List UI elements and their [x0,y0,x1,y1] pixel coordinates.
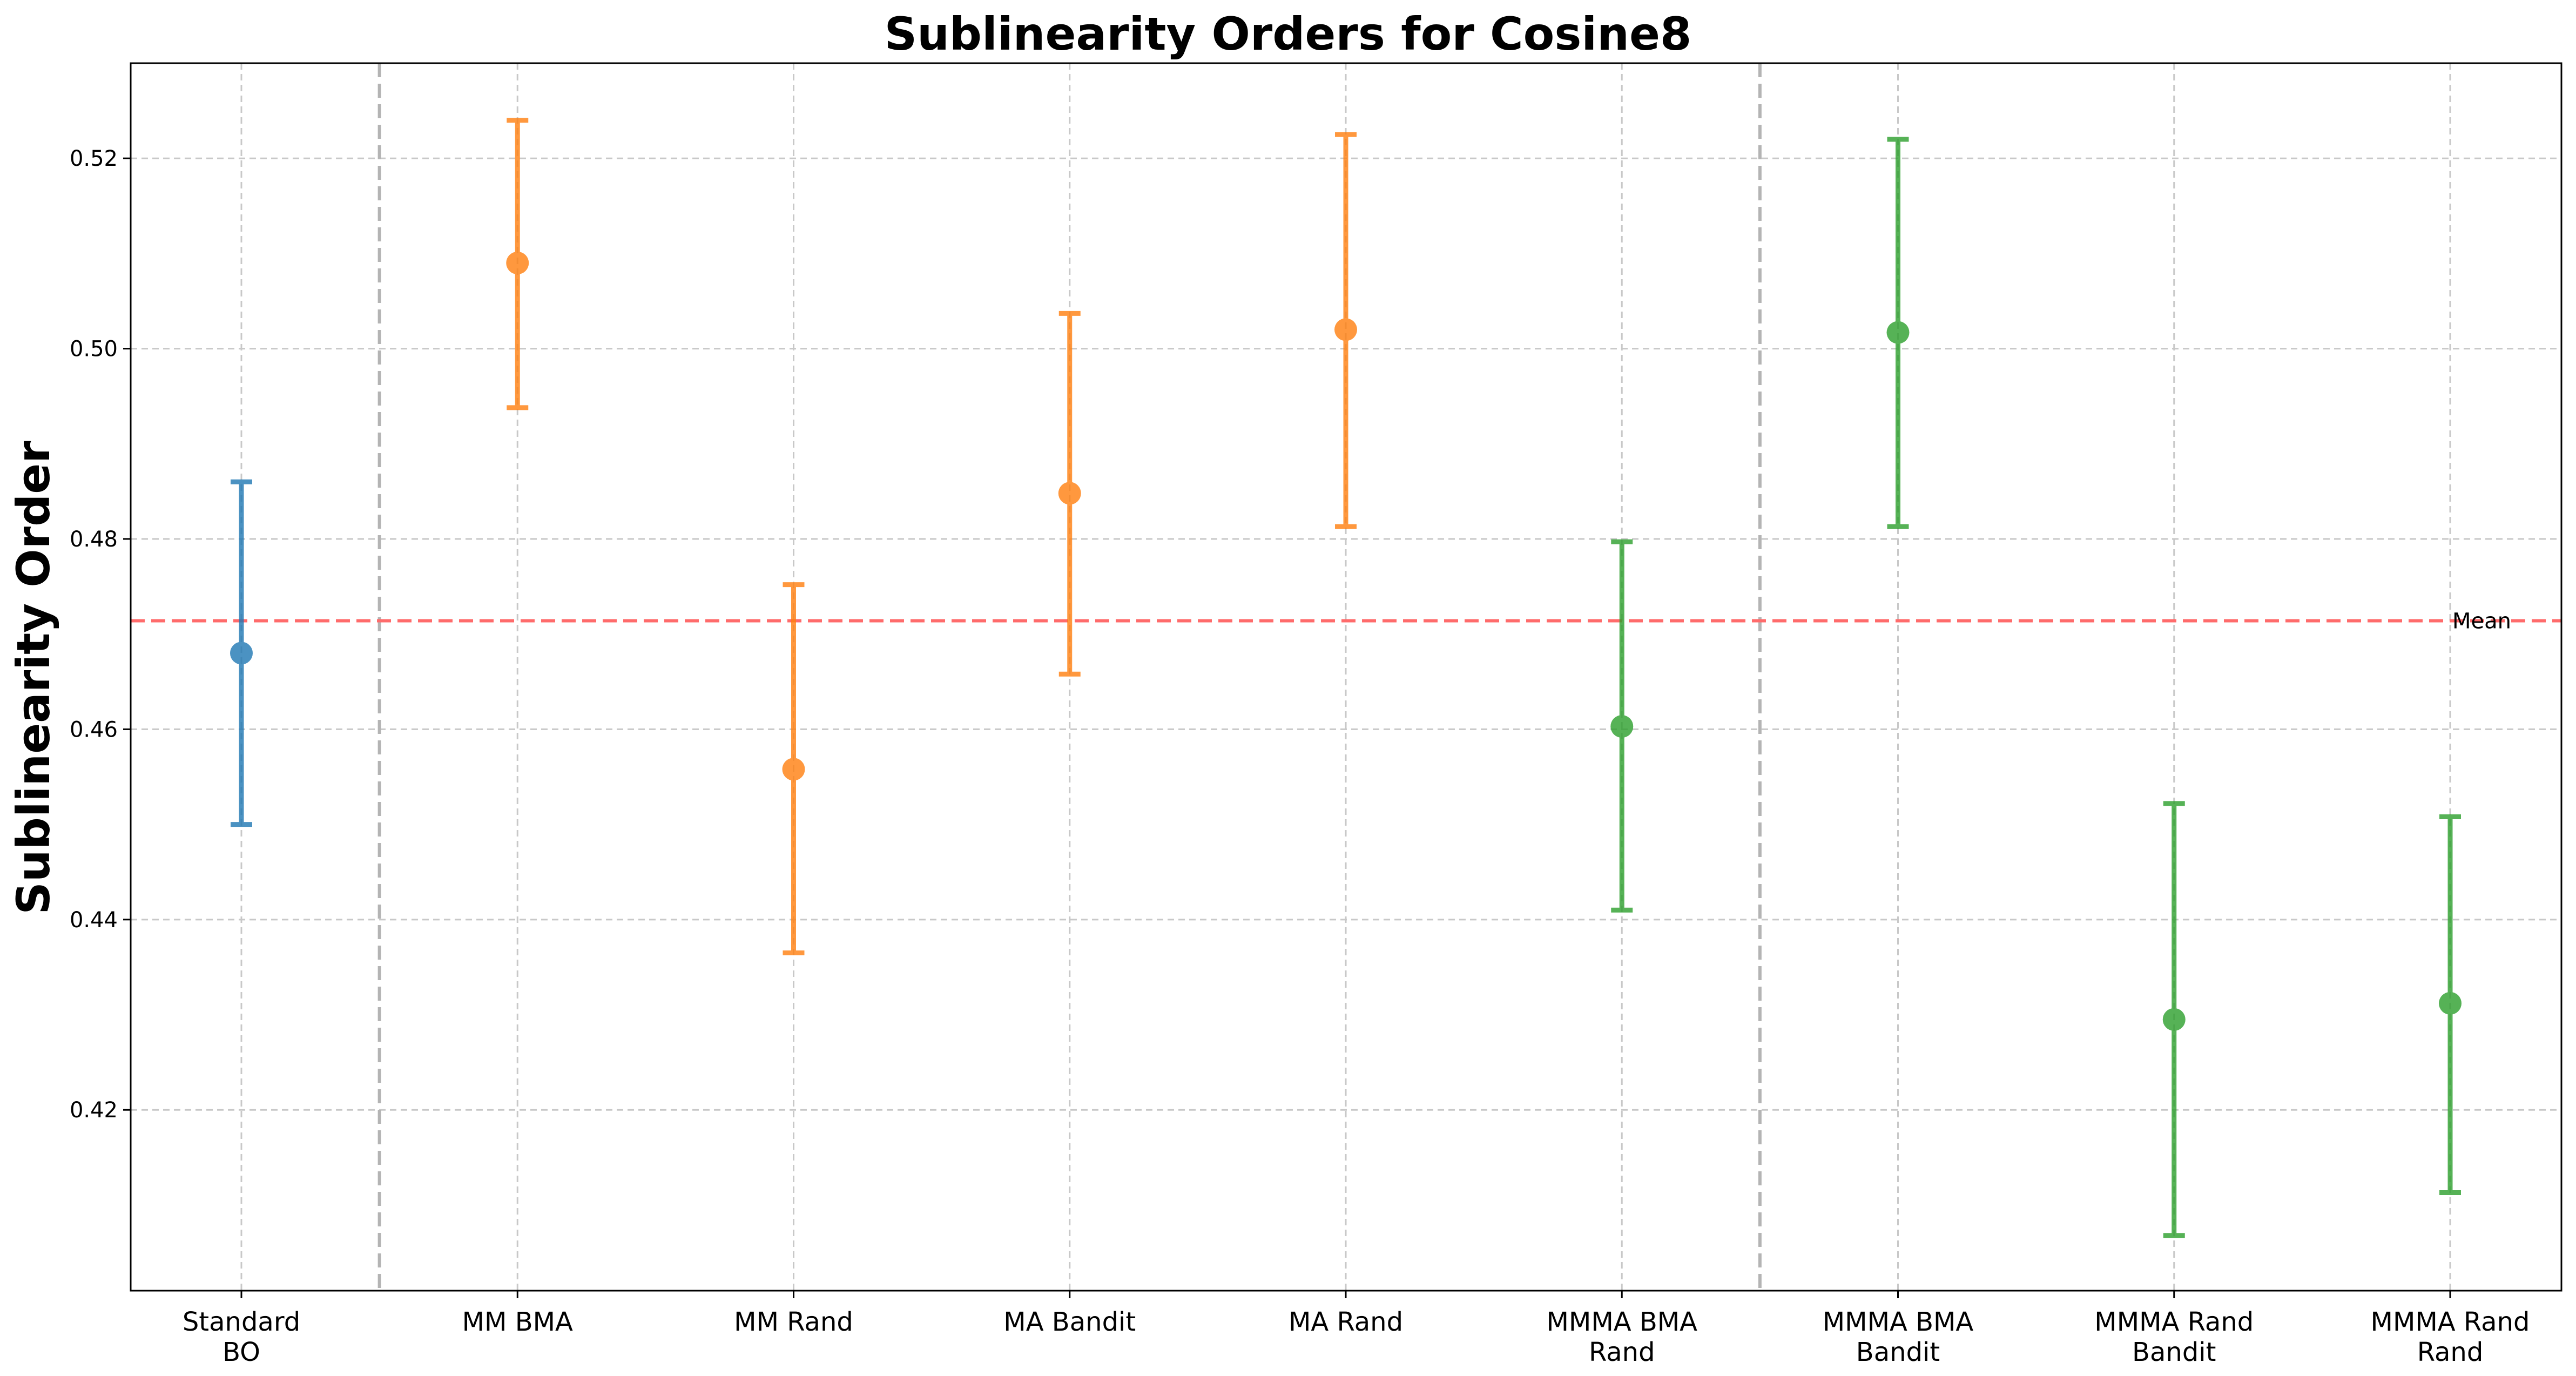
data-point [782,758,805,781]
y-tick-label: 0.48 [70,527,118,552]
data-layer [230,118,2462,1238]
y-tick-label: 0.44 [70,908,118,933]
x-tick-label: MMMA BMA [1823,1307,1974,1337]
data-point [2439,991,2462,1015]
data-point [2162,1008,2186,1031]
error-bar-point [230,479,253,827]
x-tick-label: Standard [183,1307,300,1337]
x-tick-label: MMMA Rand [2371,1307,2530,1337]
data-point [1886,321,1910,344]
error-bar-point [782,582,805,955]
x-tick-label: MMMA BMA [1546,1307,1697,1337]
x-tick-label: MM Rand [734,1307,853,1337]
y-tick-label: 0.50 [70,337,118,362]
x-tick-label: Bandit [2132,1337,2216,1367]
data-point [506,252,529,275]
x-tick-label: Bandit [1856,1337,1940,1367]
y-tick-label: 0.46 [70,717,118,742]
x-tick-label: Rand [2417,1337,2484,1367]
error-bar-point [506,118,529,410]
data-point [1610,715,1634,738]
mean-layer: Mean [131,609,2561,634]
data-point [1334,318,1357,341]
error-bar-point [1886,137,1910,529]
x-tick-label: MA Bandit [1003,1307,1136,1337]
data-point [230,642,253,665]
x-tick-label: BO [222,1337,260,1367]
x-tick-label: Rand [1589,1337,1655,1367]
y-tick-label: 0.42 [70,1098,118,1123]
x-tick-label: MM BMA [462,1307,573,1337]
error-bar-point [1610,539,1634,913]
x-tick-label: MMMA Rand [2094,1307,2254,1337]
mean-label: Mean [2452,609,2511,634]
y-tick-label: 0.52 [70,146,118,171]
x-tick-label: MA Rand [1289,1307,1403,1337]
error-bar-point [2439,814,2462,1196]
data-point [1058,482,1081,505]
chart-title: Sublinearity Orders for Cosine8 [884,8,1692,60]
error-bar-point [1058,311,1081,677]
error-bar-point [2162,801,2186,1238]
error-bar-point [1334,132,1357,529]
